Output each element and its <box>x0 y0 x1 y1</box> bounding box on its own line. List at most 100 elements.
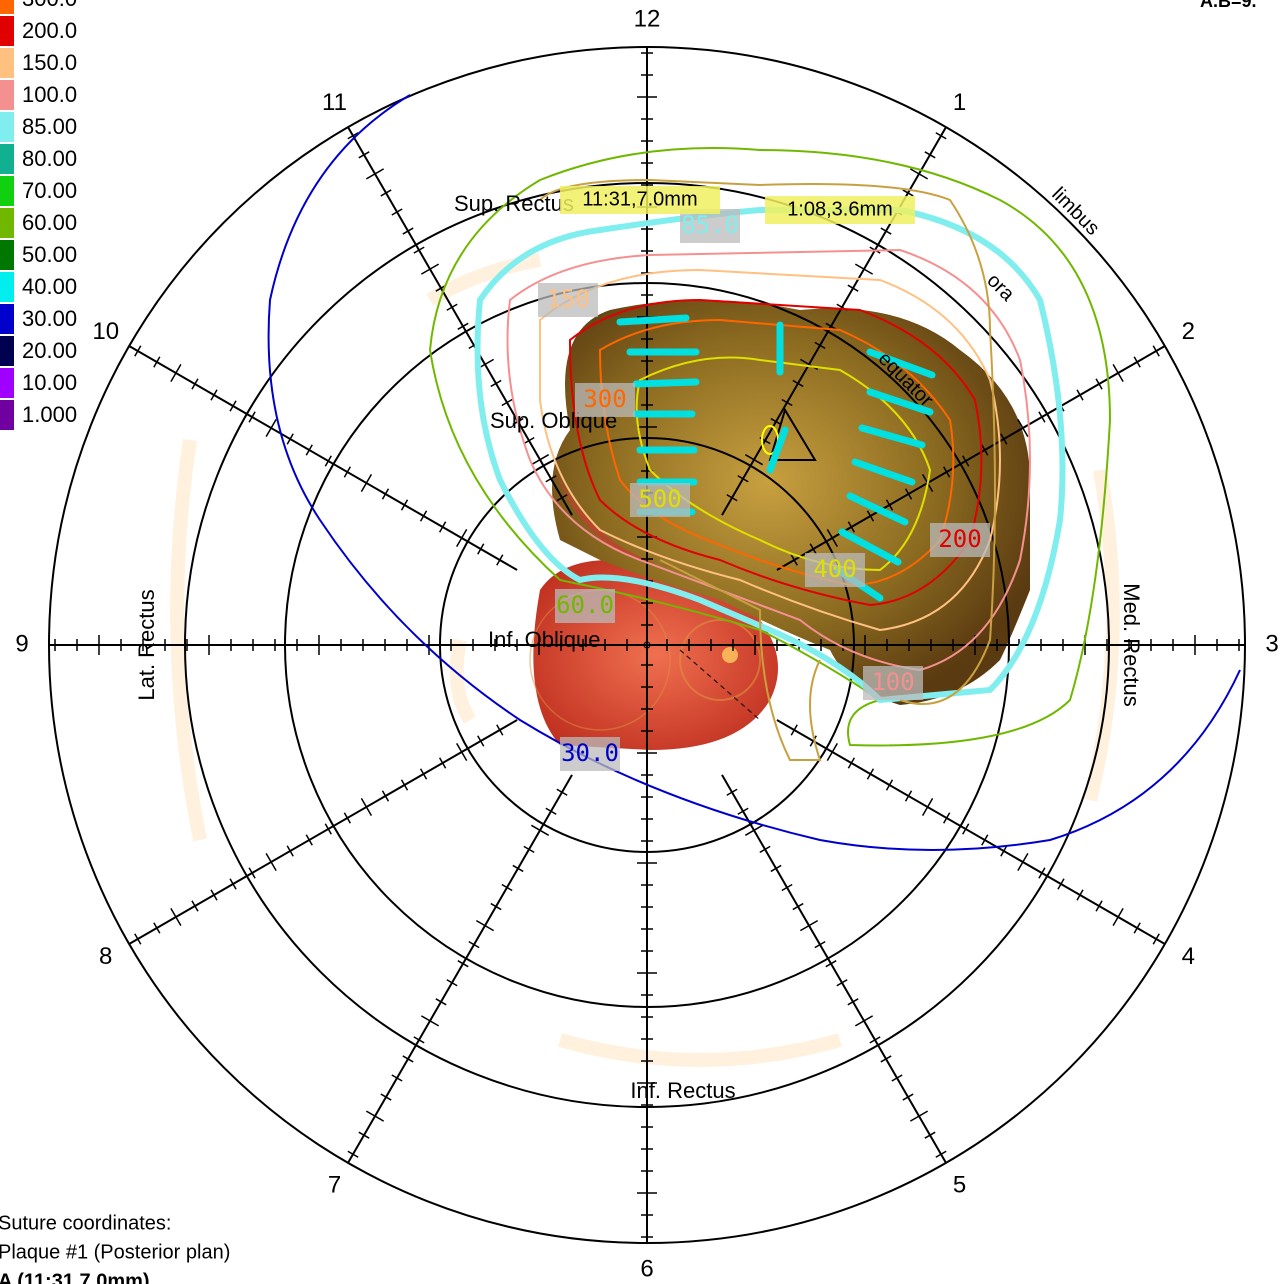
spoke-tick <box>1112 907 1124 927</box>
spoke-tick <box>501 398 513 407</box>
spoke-tick <box>744 454 764 466</box>
spoke-tick <box>891 1074 903 1082</box>
clock-label: 5 <box>953 1172 966 1199</box>
legend-label: 70.00 <box>22 178 77 203</box>
clock-label: 2 <box>1182 318 1195 345</box>
muscle-label: Inf. Rectus <box>630 1078 735 1103</box>
legend-label: 60.00 <box>22 210 77 235</box>
spoke-tick <box>446 303 458 311</box>
spoke-tick <box>770 864 782 873</box>
spoke-tick <box>153 356 161 368</box>
spoke-tick <box>790 554 798 566</box>
spoke-tick <box>229 400 237 412</box>
legend-swatch <box>0 0 14 14</box>
spoke-tick <box>981 444 989 456</box>
isodose-label: 100 <box>871 668 914 696</box>
spoke-tick <box>1152 345 1160 357</box>
spoke-tick <box>248 867 256 879</box>
spoke-tick <box>924 151 936 159</box>
spoke-tick <box>134 933 142 945</box>
isodose-label-bg <box>930 523 990 557</box>
spoke-tick <box>792 379 804 388</box>
spoke-tick <box>799 919 819 932</box>
legend-label: 80.00 <box>22 146 77 171</box>
spoke-tick <box>400 499 409 511</box>
spoke-tick <box>866 768 875 780</box>
spoke-tick <box>530 454 550 466</box>
spoke-tick <box>737 475 749 483</box>
spoke-tick <box>248 411 256 423</box>
isodose-label: 200 <box>938 525 981 553</box>
spoke-tick <box>1038 411 1046 423</box>
spoke-tick <box>744 824 764 836</box>
labels: A.B=9. Sup. Rectus Med. Rectus Inf. Rect… <box>15 0 1278 1282</box>
spoke-tick <box>545 475 557 483</box>
isodose-label-bg <box>560 737 620 771</box>
spoke-tick <box>305 444 313 456</box>
legend-swatch <box>0 112 14 142</box>
spoke-tick <box>556 494 568 502</box>
isodose-label-bg <box>538 283 598 317</box>
spoke-tick <box>400 779 409 791</box>
spoke-tick <box>1076 889 1084 901</box>
spoke-tick <box>512 864 524 873</box>
legend-swatch <box>0 176 14 206</box>
spoke-tick <box>360 797 373 817</box>
spoke-tick <box>781 398 793 407</box>
clock-label: 11 <box>322 89 347 116</box>
suture-label: 11:31,7.0mm <box>582 188 697 210</box>
spoke-tick <box>981 834 989 846</box>
spoke-tick <box>1152 933 1160 945</box>
spoke-tick <box>826 742 838 762</box>
legend-swatch <box>0 304 14 334</box>
spoke-tick <box>347 132 359 140</box>
background-glow <box>170 253 1120 1067</box>
spoke <box>776 719 1166 945</box>
spoke-tick <box>391 208 403 216</box>
legend-swatch <box>0 48 14 78</box>
spoke-tick <box>153 922 161 934</box>
isodose-label-bg <box>555 589 615 623</box>
spoke <box>721 774 947 1164</box>
spoke-tick <box>781 883 793 892</box>
clock-label: 12 <box>634 5 661 32</box>
spoke-tick <box>1133 356 1141 368</box>
spoke-tick <box>265 852 277 872</box>
spoke-tick <box>935 1150 947 1158</box>
spoke-tick <box>457 322 469 330</box>
spoke-tick <box>847 998 859 1006</box>
spoke-tick <box>866 510 875 522</box>
spoke <box>347 126 573 516</box>
spoke-tick <box>324 823 332 835</box>
spoke-tick <box>814 341 826 350</box>
isodose-label: 500 <box>638 485 681 513</box>
suture-label-bg <box>560 186 720 214</box>
legend-label: 1.000 <box>22 402 77 427</box>
spoke-tick <box>909 168 929 180</box>
spoke-tick <box>358 151 370 159</box>
spoke-tick <box>556 788 568 796</box>
isodose-label-bg <box>680 209 740 243</box>
suture-label: 1:08,3.6mm <box>787 198 893 220</box>
muscle-label: Med. Rectus <box>1119 583 1144 707</box>
spoke-tick <box>924 1131 936 1139</box>
spoke-tick <box>935 132 947 140</box>
spoke-tick <box>1112 363 1124 383</box>
spoke-tick <box>826 528 838 548</box>
spoke-tick <box>365 168 385 180</box>
spoke-tick <box>904 790 913 802</box>
isodose-label-bg <box>863 666 923 700</box>
center-mark <box>643 641 651 649</box>
spoke-tick <box>438 757 447 769</box>
legend-swatch <box>0 16 14 46</box>
spoke <box>128 345 518 571</box>
legend-swatch <box>0 368 14 398</box>
spoke-tick <box>496 724 504 736</box>
spoke-tick <box>380 189 392 197</box>
isodose-label: 400 <box>813 555 856 583</box>
spoke-tick <box>501 883 513 892</box>
spoke-tick <box>792 902 804 911</box>
spoke-tick <box>286 845 294 857</box>
spoke-tick <box>420 1015 440 1027</box>
spoke-tick <box>347 1150 359 1158</box>
